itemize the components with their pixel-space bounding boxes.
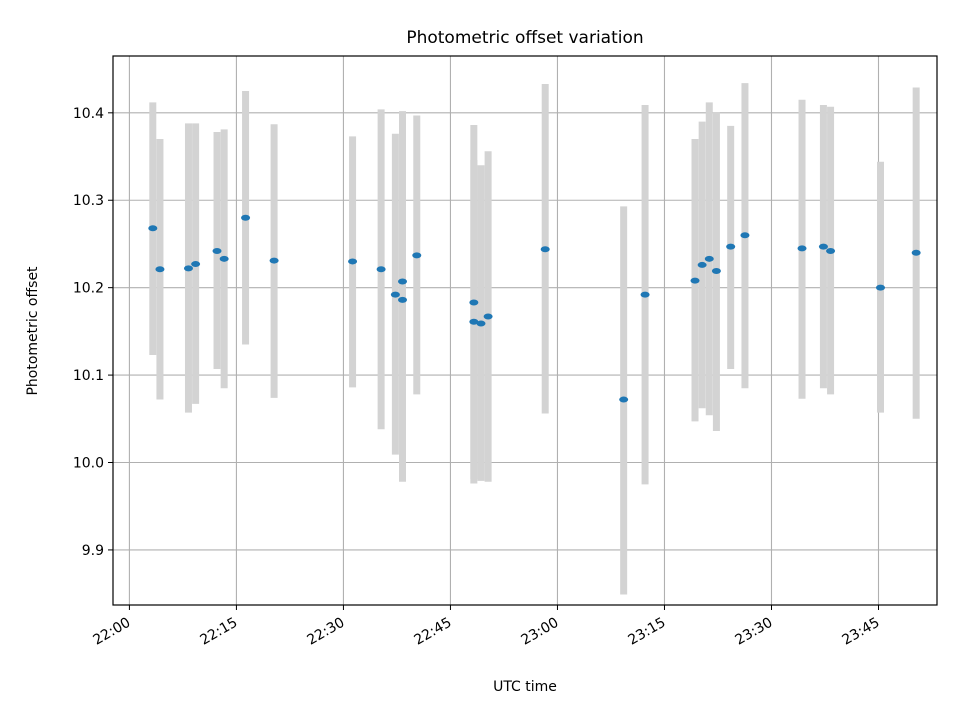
y-tick-label: 10.2 xyxy=(73,281,104,297)
x-axis-label: UTC time xyxy=(493,679,557,695)
y-tick-label: 10.4 xyxy=(73,106,104,122)
data-point xyxy=(398,278,408,285)
data-point xyxy=(690,277,700,284)
data-point xyxy=(619,396,629,403)
y-axis-label: Photometric offset xyxy=(25,266,41,396)
data-point xyxy=(818,243,828,250)
data-point xyxy=(697,261,707,268)
data-point xyxy=(911,249,921,256)
data-point xyxy=(483,313,493,320)
data-points xyxy=(148,214,921,403)
data-point xyxy=(390,291,400,298)
data-point xyxy=(826,247,836,254)
y-tick-label: 10.1 xyxy=(73,368,104,384)
data-point xyxy=(797,245,807,252)
data-point xyxy=(540,246,550,253)
data-point xyxy=(241,214,251,221)
data-point xyxy=(875,284,885,291)
y-tick-label: 10.0 xyxy=(73,456,104,472)
data-point xyxy=(469,318,479,325)
y-tick-label: 9.9 xyxy=(82,543,104,559)
data-point xyxy=(183,265,193,272)
data-point xyxy=(155,266,165,273)
data-point xyxy=(398,296,408,303)
y-axis-ticks: 9.9 10.0 10.1 10.2 10.3 10.4 xyxy=(73,106,113,559)
data-point xyxy=(212,247,222,254)
data-point xyxy=(148,225,158,232)
data-point xyxy=(740,232,750,239)
data-point xyxy=(412,252,422,259)
plot-frame xyxy=(112,55,938,606)
data-point xyxy=(469,299,479,306)
data-point xyxy=(191,261,201,268)
data-point xyxy=(704,255,714,262)
data-point xyxy=(726,243,736,250)
data-point xyxy=(269,257,279,264)
data-point xyxy=(476,320,486,327)
chart-title: Photometric offset variation xyxy=(406,28,643,48)
y-tick-label: 10.3 xyxy=(73,193,104,209)
data-point xyxy=(640,291,650,298)
data-point xyxy=(376,266,386,273)
data-point xyxy=(219,255,229,262)
data-point xyxy=(711,268,721,275)
data-point xyxy=(348,258,358,265)
